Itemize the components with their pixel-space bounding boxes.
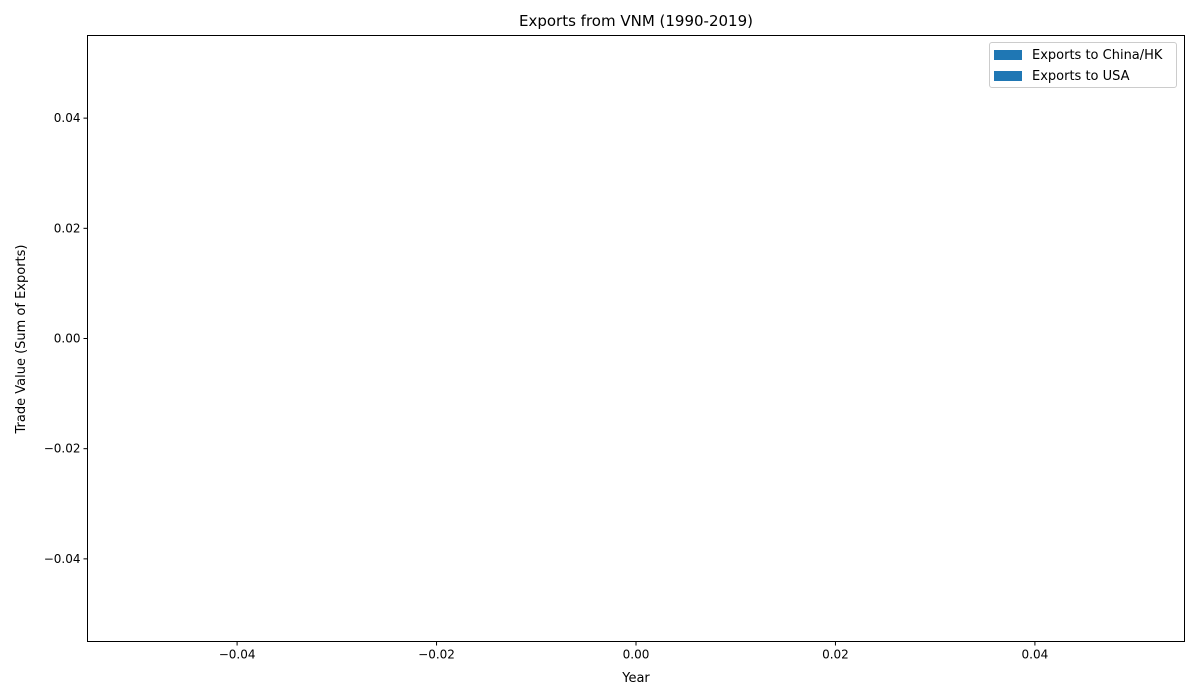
y-tick-label: 0.00	[54, 332, 81, 346]
legend-item-usa: Exports to USA	[994, 67, 1130, 85]
x-axis-ticks: −0.04 −0.02 0.00 0.02 0.04	[219, 641, 1049, 662]
chart-title: Exports from VNM (1990-2019)	[519, 12, 753, 30]
legend-swatch-usa	[994, 71, 1022, 81]
x-tick-label: −0.02	[418, 648, 455, 662]
plot-area	[87, 35, 1185, 642]
y-axis-ticks: −0.04 −0.02 0.00 0.02 0.04	[44, 111, 88, 566]
legend-label-china-hk: Exports to China/HK	[1032, 47, 1163, 63]
legend: Exports to China/HK Exports to USA	[989, 42, 1177, 88]
legend-item-china-hk: Exports to China/HK	[994, 46, 1162, 64]
x-tick-label: 0.04	[1022, 648, 1049, 662]
x-tick-label: −0.04	[219, 648, 256, 662]
x-tick-label: 0.00	[623, 648, 650, 662]
legend-label-usa: Exports to USA	[1032, 68, 1130, 84]
x-axis-label: Year	[621, 671, 650, 686]
y-tick-label: 0.02	[54, 221, 81, 235]
x-tick-label: 0.02	[822, 648, 849, 662]
legend-swatch-china-hk	[994, 50, 1022, 60]
y-tick-label: −0.02	[44, 442, 81, 456]
y-tick-label: −0.04	[44, 552, 81, 566]
y-axis-label: Trade Value (Sum of Exports)	[14, 245, 29, 435]
y-tick-label: 0.04	[54, 111, 81, 125]
